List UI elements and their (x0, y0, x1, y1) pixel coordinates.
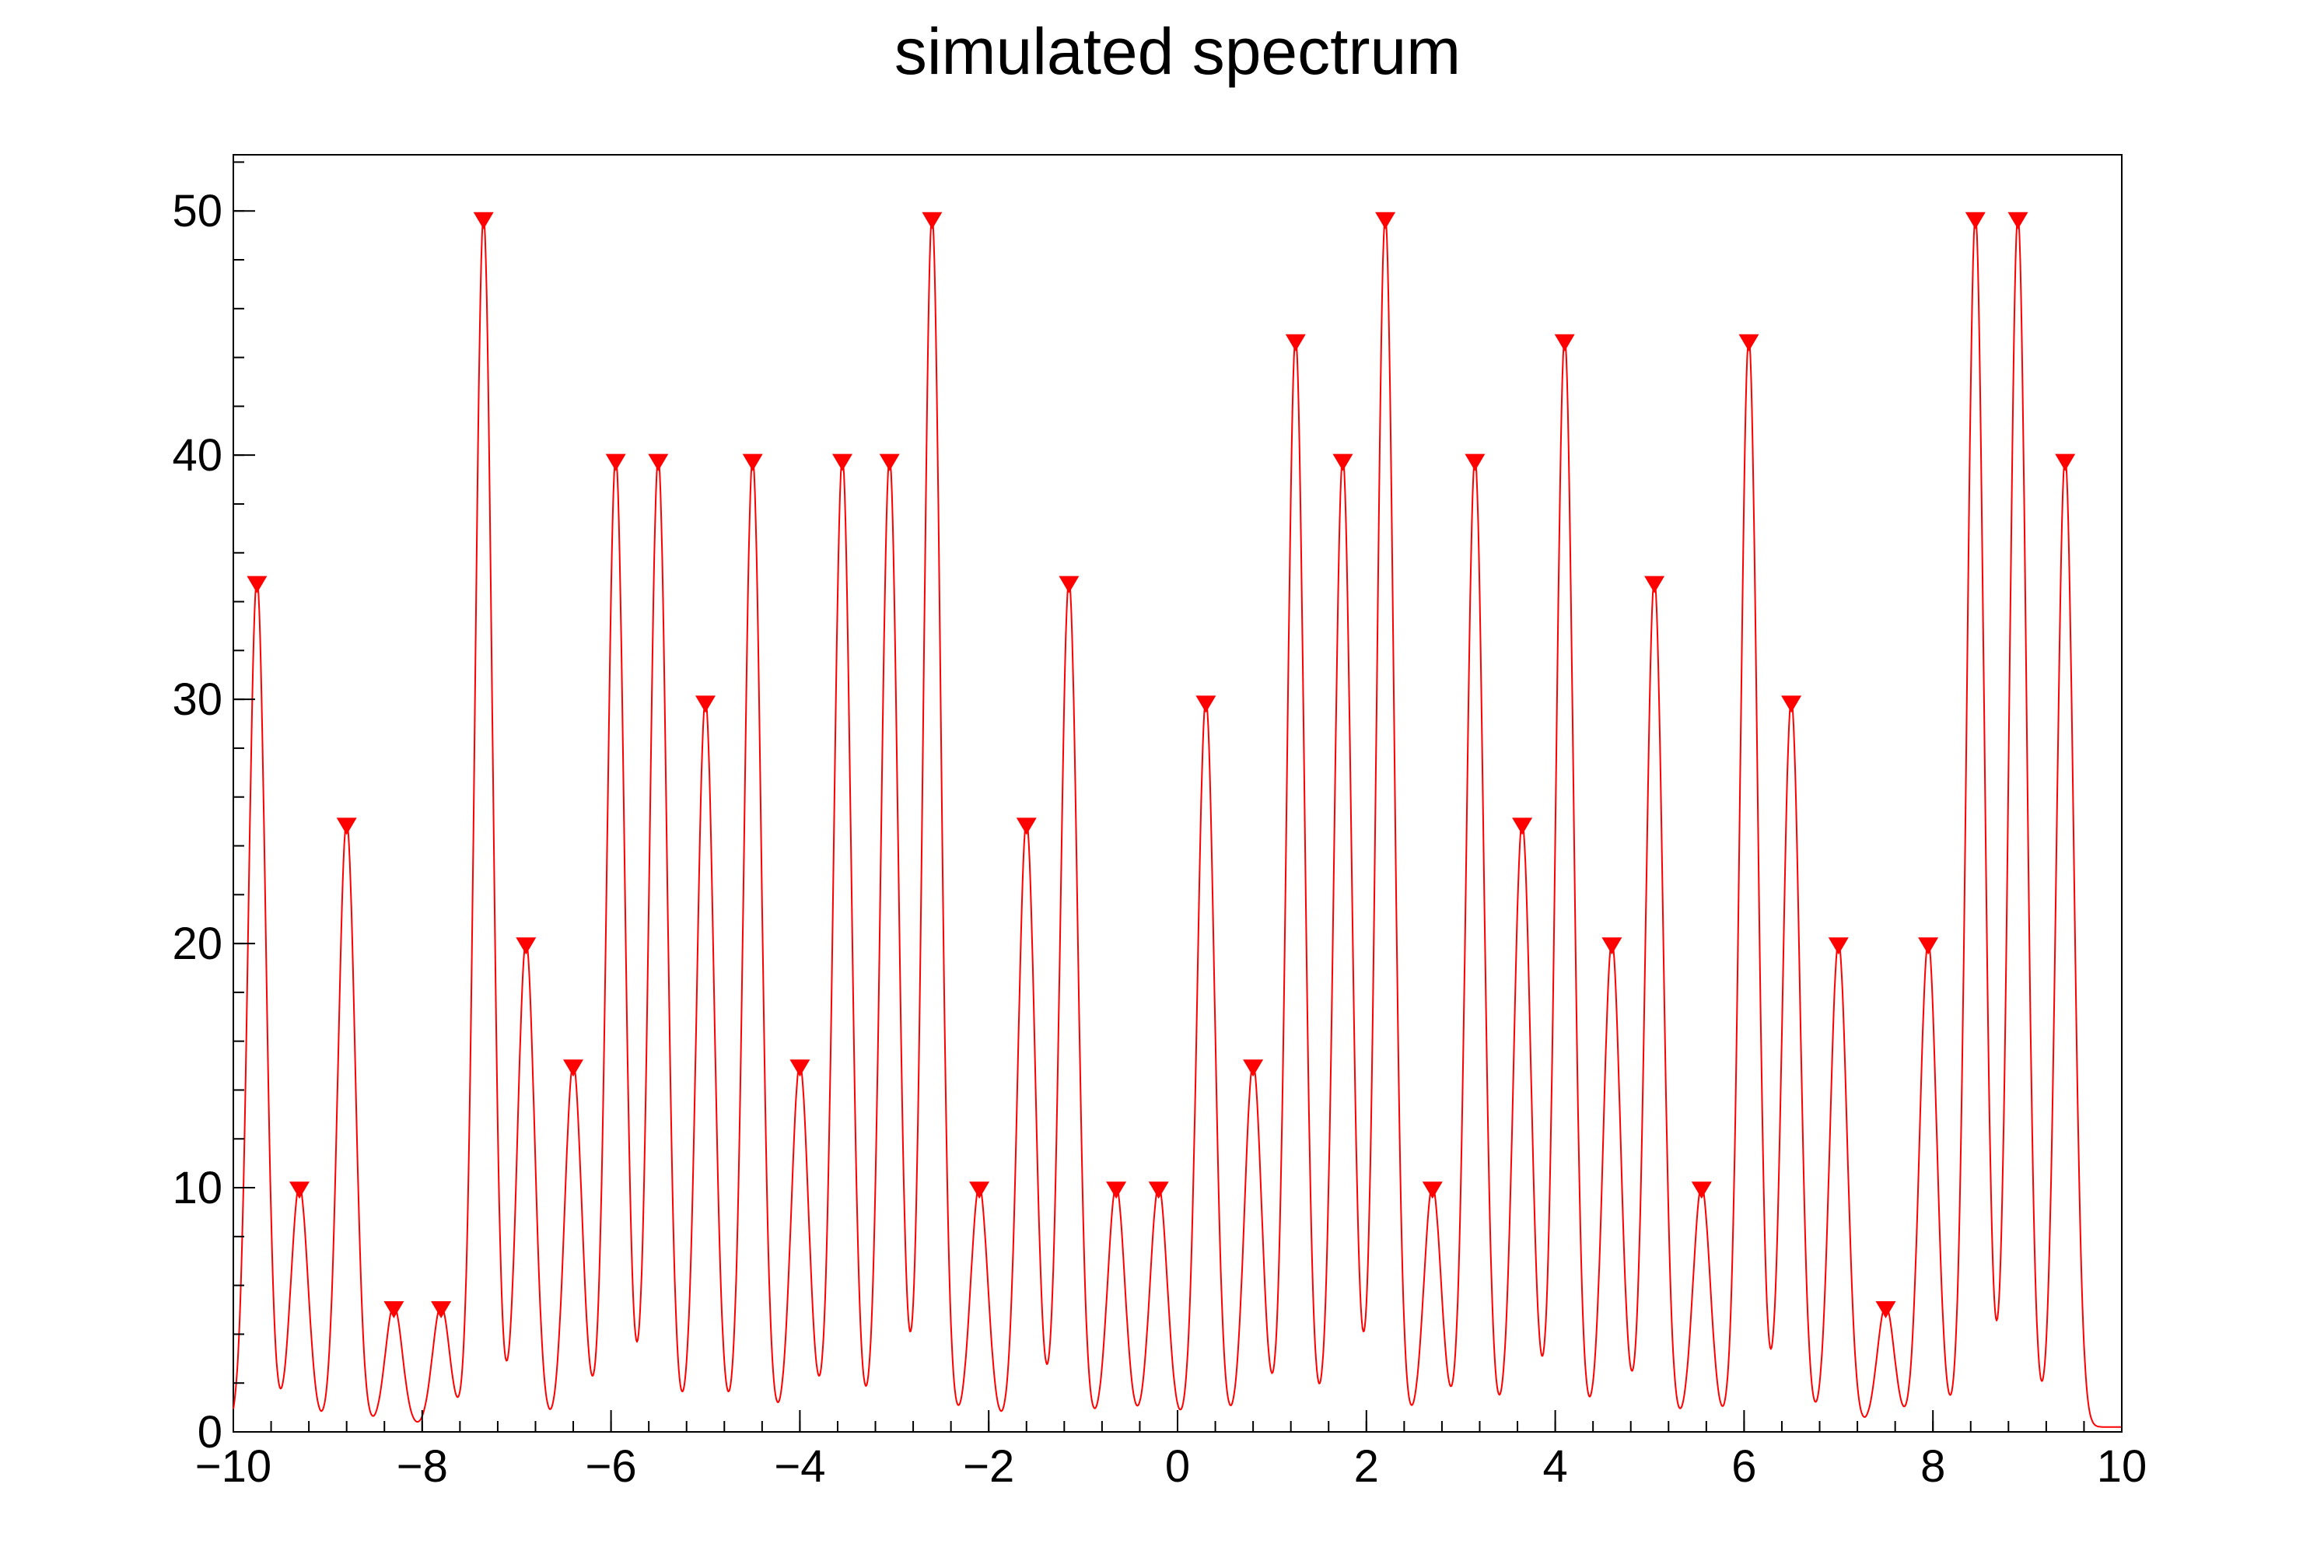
peak-marker (1243, 1059, 1264, 1077)
y-tick-label: 40 (172, 430, 222, 481)
plot-frame (233, 154, 2123, 1433)
chart-title: simulated spectrum (894, 15, 1461, 88)
x-tick-label: 0 (1165, 1441, 1190, 1492)
peak-marker (1918, 937, 1939, 955)
peak-marker (1016, 817, 1037, 835)
peak-marker (742, 453, 763, 471)
y-tick-label: 50 (172, 186, 222, 236)
peak-marker (431, 1301, 452, 1318)
x-tick-label: −10 (195, 1441, 271, 1492)
peak-marker (879, 453, 900, 471)
spectrum-curve (233, 215, 2122, 1428)
peak-marker (473, 212, 494, 229)
peak-marker (1554, 334, 1575, 352)
peak-marker (2055, 453, 2076, 471)
x-tick-label: −2 (963, 1441, 1014, 1492)
x-tick-label: −6 (586, 1441, 637, 1492)
peak-marker (2007, 212, 2028, 229)
y-tick-label: 0 (198, 1407, 222, 1458)
peak-marker (336, 817, 357, 835)
x-tick-label: 10 (2097, 1441, 2147, 1492)
y-tick-label: 10 (172, 1163, 222, 1213)
x-tick-label: −4 (774, 1441, 825, 1492)
peak-marker (1465, 453, 1486, 471)
peak-marker (1148, 1181, 1169, 1199)
peak-marker (1601, 937, 1622, 955)
peak-marker (563, 1059, 583, 1077)
peak-marker (1828, 937, 1849, 955)
peak-marker (1738, 334, 1759, 352)
x-tick-label: −8 (397, 1441, 448, 1492)
peak-marker (605, 453, 626, 471)
peak-marker (516, 937, 537, 955)
peak-marker (1285, 334, 1306, 352)
y-tick-label: 30 (172, 674, 222, 725)
peak-marker (1512, 817, 1533, 835)
peak-marker (1644, 576, 1665, 593)
peak-marker (789, 1059, 810, 1077)
x-tick-label: 8 (1920, 1441, 1945, 1492)
peak-marker (695, 695, 716, 713)
peak-marker (1195, 695, 1216, 713)
peak-marker (383, 1301, 404, 1318)
peak-marker (648, 453, 669, 471)
peak-marker (1375, 212, 1396, 229)
peak-marker (1106, 1181, 1127, 1199)
x-tick-label: 2 (1354, 1441, 1379, 1492)
peak-marker (832, 453, 852, 471)
peak-marker (1965, 212, 1986, 229)
peak-marker (1332, 453, 1353, 471)
peak-marker (1691, 1181, 1712, 1199)
peak-marker (1781, 695, 1802, 713)
peak-marker (247, 576, 268, 593)
peak-marker (969, 1181, 990, 1199)
x-tick-label: 6 (1731, 1441, 1756, 1492)
peak-marker (1059, 576, 1080, 593)
y-tick-label: 20 (172, 919, 222, 969)
peak-marker (289, 1181, 310, 1199)
x-tick-label: 4 (1542, 1441, 1567, 1492)
peak-marker (1422, 1181, 1443, 1199)
peak-marker (1875, 1301, 1896, 1318)
peak-marker (922, 212, 943, 229)
